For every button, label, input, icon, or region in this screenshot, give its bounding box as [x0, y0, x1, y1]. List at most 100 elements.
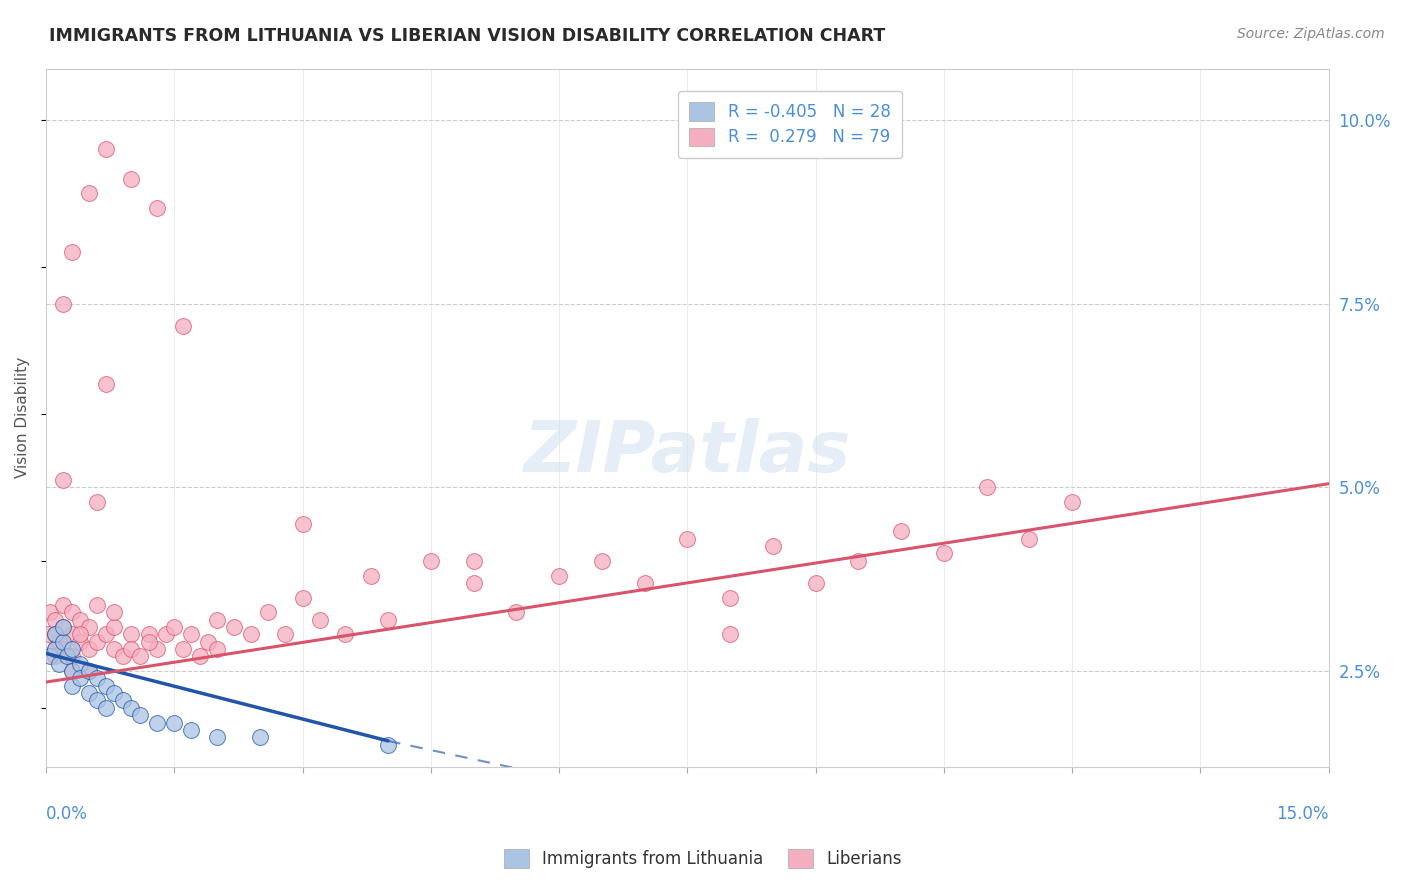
Point [60, 642, 83, 657]
Point [146, 201, 169, 215]
Point [60, 605, 83, 619]
Point [60, 627, 83, 641]
Point [188, 649, 211, 664]
Point [240, 627, 263, 641]
Legend: R = -0.405   N = 28, R =  0.279   N = 79: R = -0.405 N = 28, R = 0.279 N = 79 [678, 91, 903, 158]
Point [360, 568, 382, 582]
Point [86, 495, 108, 509]
Point [69, 634, 91, 648]
Point [676, 532, 699, 546]
Point [121, 171, 143, 186]
Point [505, 605, 527, 619]
Point [52, 473, 75, 487]
Point [224, 620, 246, 634]
Point [60, 649, 83, 664]
Point [77, 686, 100, 700]
Point [52, 620, 75, 634]
Point [1018, 532, 1040, 546]
Point [39, 605, 62, 619]
Point [94, 377, 117, 392]
Point [121, 642, 143, 657]
Point [94, 679, 117, 693]
Point [1062, 495, 1084, 509]
Point [44, 627, 66, 641]
Point [932, 547, 955, 561]
Point [52, 598, 75, 612]
Point [205, 730, 228, 744]
Point [138, 627, 160, 641]
Point [163, 715, 186, 730]
Point [60, 679, 83, 693]
Point [48, 634, 70, 648]
Point [52, 642, 75, 657]
Point [39, 649, 62, 664]
Point [37, 627, 59, 641]
Point [633, 575, 655, 590]
Point [291, 591, 314, 605]
Point [103, 605, 125, 619]
Point [129, 649, 152, 664]
Point [69, 613, 91, 627]
Point [69, 657, 91, 671]
Point [86, 672, 108, 686]
Point [172, 642, 194, 657]
Point [111, 693, 134, 707]
Point [48, 657, 70, 671]
Point [60, 664, 83, 678]
Point [121, 701, 143, 715]
Point [591, 554, 613, 568]
Point [121, 627, 143, 641]
Point [308, 613, 330, 627]
Point [138, 634, 160, 648]
Point [52, 296, 75, 310]
Point [463, 554, 485, 568]
Point [274, 627, 297, 641]
Point [146, 715, 169, 730]
Point [77, 186, 100, 201]
Point [44, 627, 66, 641]
Point [762, 539, 785, 553]
Point [77, 642, 100, 657]
Point [86, 598, 108, 612]
Y-axis label: Vision Disability: Vision Disability [15, 357, 30, 478]
Point [180, 723, 202, 737]
Text: 0.0%: 0.0% [46, 805, 87, 823]
Point [377, 613, 399, 627]
Point [146, 642, 169, 657]
Text: IMMIGRANTS FROM LITHUANIA VS LIBERIAN VISION DISABILITY CORRELATION CHART: IMMIGRANTS FROM LITHUANIA VS LIBERIAN VI… [49, 27, 886, 45]
Point [548, 568, 571, 582]
Point [205, 642, 228, 657]
Point [890, 524, 912, 539]
Point [52, 634, 75, 648]
Text: Source: ZipAtlas.com: Source: ZipAtlas.com [1237, 27, 1385, 41]
Point [60, 664, 83, 678]
Point [52, 620, 75, 634]
Point [86, 634, 108, 648]
Point [69, 672, 91, 686]
Point [180, 627, 202, 641]
Point [103, 620, 125, 634]
Point [111, 649, 134, 664]
Point [205, 613, 228, 627]
Point [419, 554, 441, 568]
Point [77, 620, 100, 634]
Point [69, 627, 91, 641]
Point [463, 575, 485, 590]
Point [77, 664, 100, 678]
Point [291, 517, 314, 532]
Point [976, 480, 998, 494]
Point [56, 649, 79, 664]
Point [129, 708, 152, 723]
Point [94, 701, 117, 715]
Point [163, 620, 186, 634]
Point [44, 642, 66, 657]
Legend: Immigrants from Lithuania, Liberians: Immigrants from Lithuania, Liberians [498, 843, 908, 875]
Point [103, 686, 125, 700]
Point [103, 642, 125, 657]
Point [249, 730, 271, 744]
Point [86, 693, 108, 707]
Point [94, 627, 117, 641]
Point [718, 627, 741, 641]
Point [77, 664, 100, 678]
Text: ZIPatlas: ZIPatlas [523, 418, 851, 487]
